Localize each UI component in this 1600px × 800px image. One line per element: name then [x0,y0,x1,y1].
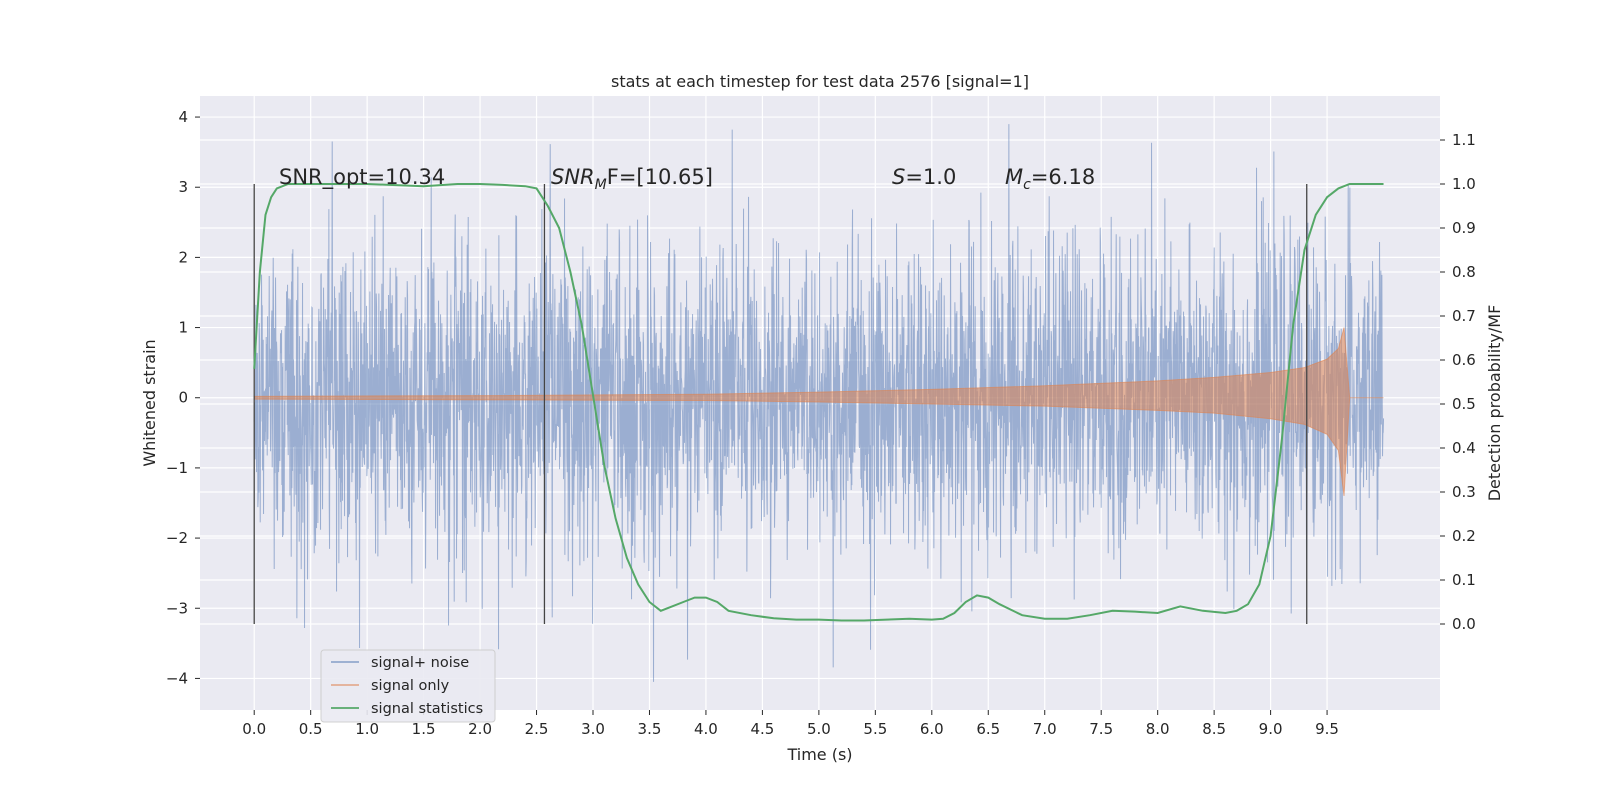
annotation-mc-main: M [1005,165,1023,189]
annotation-snr-mf-rest: F=[10.65] [607,165,713,189]
y2-tick-label: 0.0 [1452,615,1476,633]
vertical-markers [253,184,1308,624]
y-tick-label: −3 [166,599,188,617]
y2-tick-label: 0.4 [1452,439,1476,457]
y-tick-label: −1 [166,459,188,477]
annotation-snr-mf: SNRMF=[10.65] [551,165,713,193]
legend-label-stats: signal statistics [371,701,483,717]
y2-tick-label: 1.1 [1452,131,1476,149]
y-tick-label: 2 [178,248,188,266]
y2-tick-label: 0.3 [1452,483,1476,501]
annotation-s-rest: =1.0 [905,165,956,189]
y2-tick-label: 0.5 [1452,395,1476,413]
x-tick-label: 3.0 [581,720,605,738]
legend-box [320,649,496,723]
y-tick-label: 0 [178,389,188,407]
y-tick-label: −2 [166,529,188,547]
legend: signal+ noise signal only signal statist… [320,649,496,723]
x-axis-label: Time (s) [786,745,852,764]
x-tick-label: 1.0 [355,720,379,738]
x-tick-label: 1.5 [412,720,436,738]
y-tick-label: 4 [178,108,188,126]
y2-tick-label: 0.6 [1452,351,1476,369]
x-tick-label: 7.5 [1089,720,1113,738]
signal-noise-series [253,124,1385,682]
x-tick-label: 5.5 [863,720,887,738]
x-tick-label: 6.0 [920,720,944,738]
y2-axis-label: Detection probability/MF [1485,305,1504,502]
y-tick-label: 1 [178,319,188,337]
x-tick-label: 2.0 [468,720,492,738]
signal-statistics-line [253,183,1384,622]
y2-tick-label: 0.7 [1452,307,1476,325]
y2-tick-label: 0.2 [1452,527,1476,545]
x-tick-label: 3.5 [638,720,662,738]
x-tick-label: 2.5 [525,720,549,738]
y-tick-label: −4 [166,669,188,687]
y2-tick-label: 0.8 [1452,263,1476,281]
y2-tick-label: 0.9 [1452,219,1476,237]
tick-marks: 0.0 0.5 1.0 1.5 2.0 2.5 3.0 3.5 4.0 4.5 5.0 5.5 6.0 6… [166,108,1476,738]
y-axis-label: Whitened strain [140,339,159,466]
signal-statistics-series [253,183,1384,622]
annotation-mc: Mc=6.18 [1005,165,1095,193]
x-tick-label: 5.0 [807,720,831,738]
x-tick-label: 9.0 [1259,720,1283,738]
y-tick-label: 3 [178,178,188,196]
x-tick-label: 7.0 [1033,720,1057,738]
signal-noise-trace [253,124,1385,682]
y2-tick-label: 1.0 [1452,175,1476,193]
annotation-snr-mf-main: SNR [551,165,595,189]
annotation-s: S=1.0 [892,165,956,189]
x-tick-label: 8.5 [1202,720,1226,738]
x-tick-label: 0.5 [299,720,323,738]
chart-title: stats at each timestep for test data 257… [611,72,1029,91]
annotation-snr-mf-sub: M [595,177,607,193]
annotation-mc-rest: =6.18 [1031,165,1095,189]
annotation-s-main: S [892,165,905,189]
y2-tick-label: 0.1 [1452,571,1476,589]
annotation-mc-sub: c [1023,177,1031,193]
x-tick-label: 4.5 [750,720,774,738]
signal-only-envelope [253,327,1384,497]
x-tick-label: 9.5 [1315,720,1339,738]
x-tick-label: 8.0 [1146,720,1170,738]
annotation-snr-opt: SNR_opt=10.34 [279,165,445,190]
x-tick-label: 6.5 [976,720,1000,738]
legend-label-signal: signal only [371,678,450,694]
legend-label-noise: signal+ noise [371,655,469,671]
signal-only-series [253,327,1384,497]
x-tick-label: 0.0 [242,720,266,738]
x-tick-label: 4.0 [694,720,718,738]
